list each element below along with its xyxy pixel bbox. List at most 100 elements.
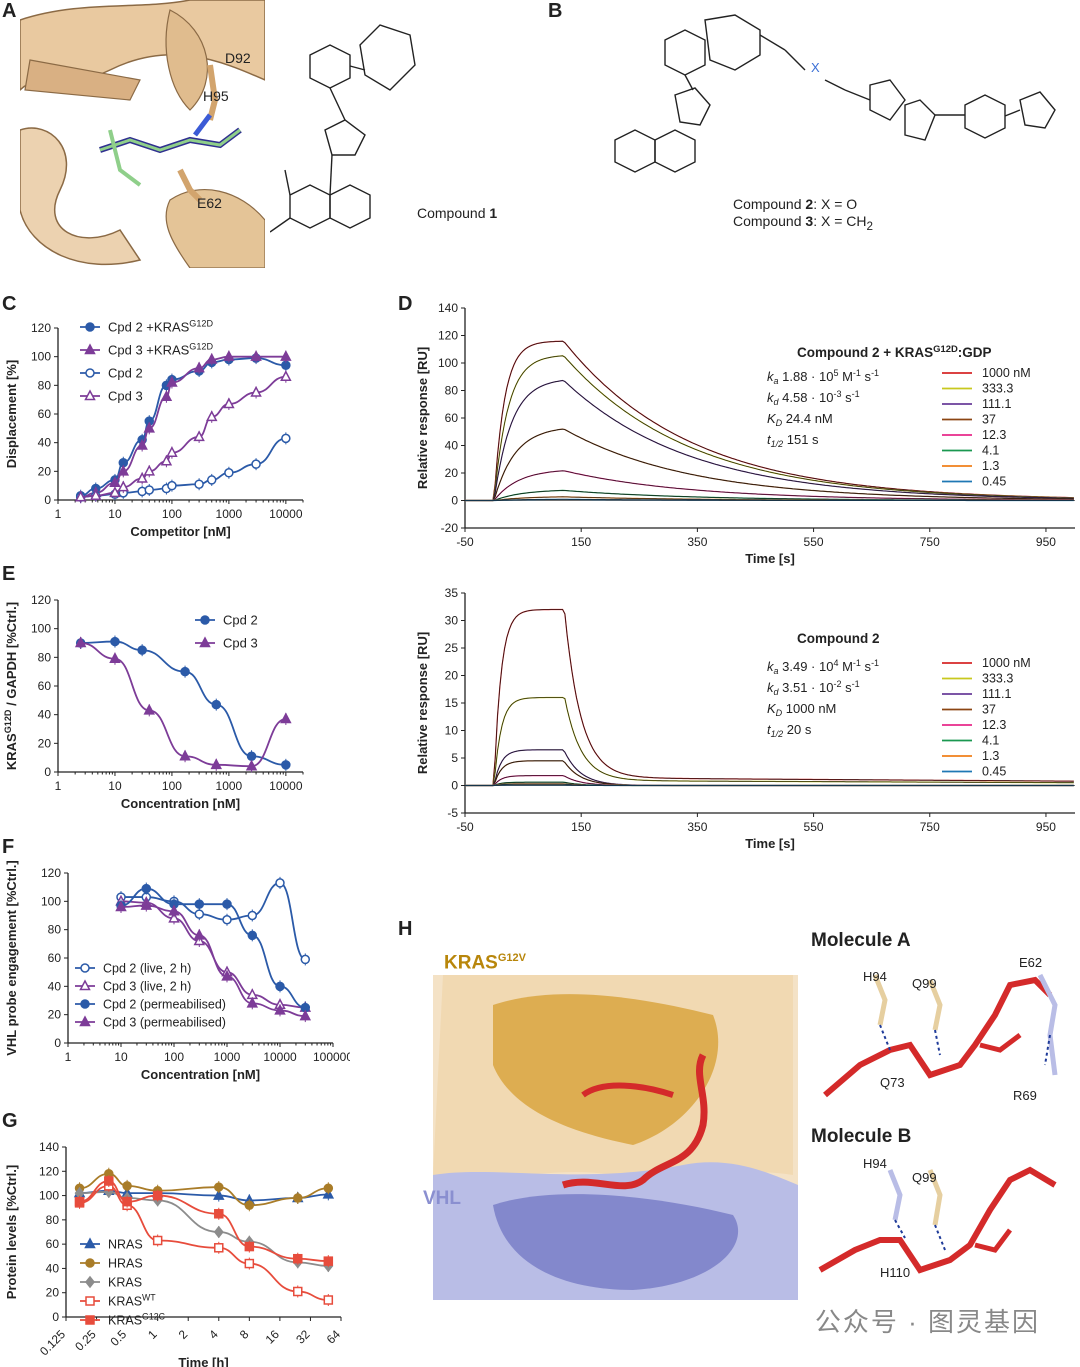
y-tick-label: 60 [48, 951, 62, 965]
y-tick-label: 10 [445, 724, 459, 738]
data-point-3-7 [323, 1295, 334, 1305]
x-tick-label: 1 [55, 779, 62, 793]
fit-curve-2 [465, 380, 1074, 501]
legend-label-7: 0.45 [982, 475, 1006, 489]
data-point-3-3 [152, 1235, 163, 1246]
compound-2-def-suffix: : X = O [813, 196, 858, 212]
data-point-1-7 [166, 375, 178, 387]
y-tick-label: 20 [38, 736, 52, 750]
legend-marker-1 [199, 636, 211, 648]
x-tick-label: 350 [687, 535, 707, 549]
y-tick-label: 15 [445, 696, 459, 710]
data-point-1-4 [214, 1182, 224, 1192]
x-axis-label: Time [s] [745, 551, 795, 566]
data-point-1-6 [280, 712, 292, 724]
mol-a-label-q73: Q73 [880, 1075, 905, 1090]
data-point-2-1 [141, 883, 152, 894]
data-point-0-7 [300, 954, 311, 965]
legend-label-0: Cpd 2 +KRASG12D [108, 319, 213, 335]
x-tick-label: 1000 [214, 1050, 241, 1064]
compound-2-def-number: 2 [805, 196, 814, 212]
chart-d-top-spr: -20 0 20 40 60 80 100 120 140 -50 150 350 550 750 950 T… [415, 301, 1075, 566]
data-point-3-7 [166, 446, 178, 457]
x-tick-label: 100000 [313, 1050, 350, 1064]
fit-curve-3 [465, 428, 1074, 501]
legend-marker-2 [80, 999, 90, 1009]
y-tick-label: 80 [38, 650, 52, 664]
data-point-0-1 [110, 636, 120, 647]
data-point-4-2 [122, 1196, 132, 1207]
legend-label-5: 4.1 [982, 734, 999, 748]
legend-marker-0 [84, 1237, 96, 1249]
data-point-1-2 [168, 911, 180, 923]
data-point-4-1 [104, 1176, 114, 1186]
x-tick-label: -50 [456, 535, 474, 549]
mol-a-label-r69: R69 [1013, 1088, 1037, 1103]
fit-curve-0 [465, 609, 1074, 786]
compound-3-def-number: 3 [805, 213, 814, 229]
y-tick-label: 100 [31, 350, 51, 364]
legend-label-3: 37 [982, 413, 996, 427]
legend-label-1: Cpd 3 +KRASG12D [108, 342, 213, 358]
data-point-2-4 [213, 1225, 224, 1239]
legend-label-7: 0.45 [982, 765, 1006, 779]
kinetic-param-2: KD 1000 nM [767, 701, 836, 718]
compound-2-definition: Compound 2: X = O [733, 196, 857, 212]
data-point-0-3 [194, 909, 205, 919]
residue-label-h95: H95 [203, 88, 229, 104]
data-point-1-3 [117, 464, 130, 476]
x-tick-label: 1 [55, 507, 62, 521]
legend-label-3: KRASWT [108, 1293, 156, 1309]
data-point-3-11 [250, 385, 262, 397]
residue-label-e62: E62 [197, 195, 222, 211]
x-tick-label: 350 [687, 820, 707, 834]
data-point-2-12 [281, 433, 291, 444]
data-point-3-7 [299, 1009, 312, 1021]
y-axis-label: VHL probe engagement [%Ctrl.] [4, 860, 19, 1056]
y-tick-label: 20 [445, 466, 459, 480]
kras-label-text: KRAS [444, 952, 498, 974]
vhl-label: VHL [423, 1188, 461, 1209]
legend-label-3: 37 [982, 703, 996, 717]
y-tick-label: 80 [48, 923, 62, 937]
y-tick-label: -5 [447, 806, 458, 820]
kinetic-param-1: kd 3.51 · 10-2 s-1 [767, 679, 860, 697]
x-tick-label: 550 [804, 535, 824, 549]
kras-g12v-label: KRASG12V [444, 952, 526, 974]
y-tick-label: 0 [451, 494, 458, 508]
x-tick-label: 16 [263, 1327, 283, 1347]
data-point-3-3 [117, 480, 130, 492]
x-tick-label: 10000 [269, 779, 303, 793]
data-point-3-5 [244, 1258, 255, 1269]
compound-3-def-prefix: Compound [733, 213, 806, 229]
data-point-1-10 [223, 350, 235, 361]
data-point-4-6 [293, 1253, 303, 1264]
data-point-0-2 [137, 645, 147, 655]
legend-label-1: 333.3 [982, 382, 1013, 396]
fit-curve-7 [465, 784, 1074, 786]
y-tick-label: 80 [46, 1213, 60, 1227]
panel-c-letter: C [2, 293, 17, 315]
compound-3-definition: Compound 3: X = CH2 [733, 213, 873, 233]
compound-1-label-text: Compound [417, 205, 490, 221]
data-point-0-4 [213, 1188, 225, 1200]
y-tick-label: 80 [445, 384, 459, 398]
x-tick-label: 64 [324, 1327, 344, 1347]
data-point-1-7 [323, 1183, 334, 1194]
kras-label-superscript: G12V [497, 952, 526, 964]
legend-label-4: KRASG12C [108, 1312, 165, 1328]
x-tick-label: 10 [108, 507, 122, 521]
molecule-a-title: Molecule A [811, 930, 911, 951]
data-point-3-2 [109, 486, 121, 498]
y-tick-label: 120 [438, 329, 458, 343]
chart-g-protein-levels: 0 20 40 60 80 100 120 140 0.125 0.25 0.5 1 2 4 8 16 32 64… [4, 1140, 344, 1367]
kinetic-param-2: KD 24.4 nM [767, 411, 833, 428]
y-axis-label: Displacement [%] [4, 360, 19, 468]
y-tick-label: 140 [39, 1140, 59, 1154]
y-tick-label: 0 [54, 1036, 61, 1050]
linker-x-label: X [811, 60, 820, 75]
y-axis-label: Relative response [RU] [415, 632, 430, 774]
